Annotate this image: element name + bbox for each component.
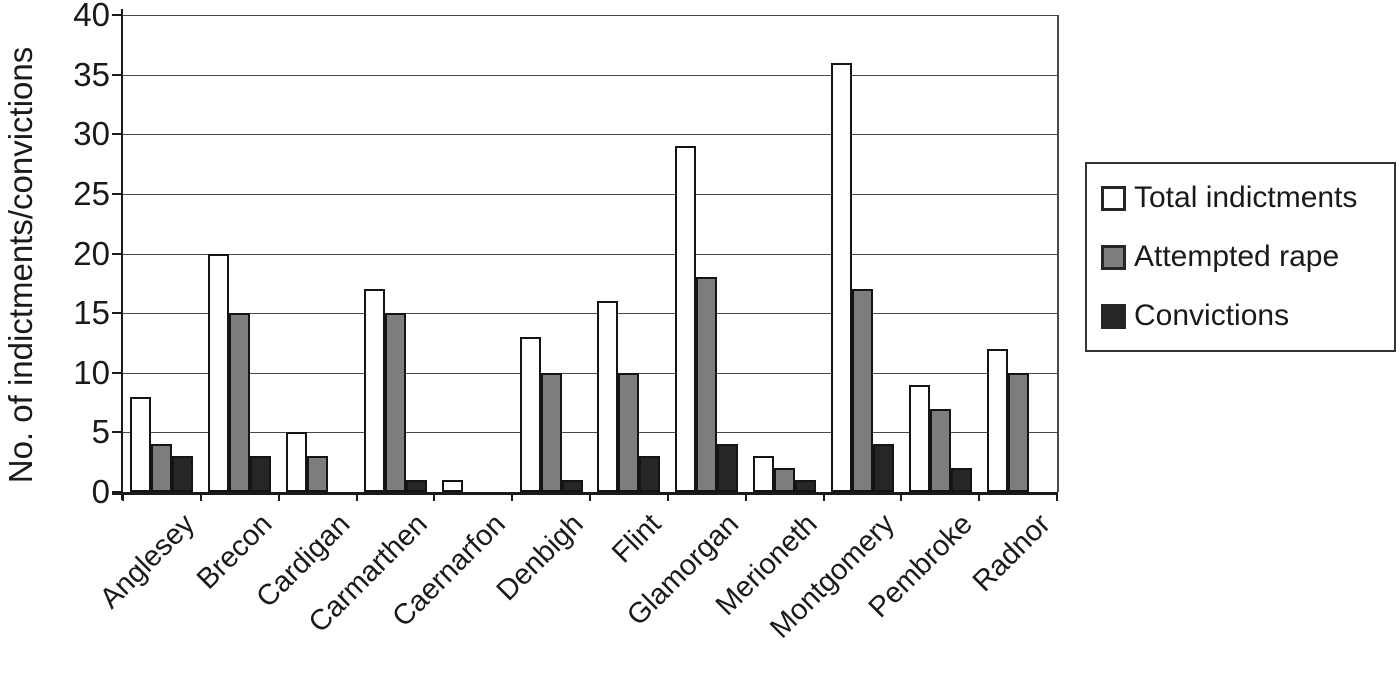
x-axis-line [112, 492, 1057, 495]
x-label-radnor: Radnor [966, 508, 1057, 598]
bar-brecon-attempted-rape [229, 313, 251, 492]
plot-area: 0 5 10 15 20 25 30 35 40 Anglesey Brecon Cardigan Ca… [73, 0, 1059, 645]
x-tick-5 [511, 492, 514, 501]
y-tick-5 [112, 431, 123, 434]
bar-caernarfon-total-indictments [441, 480, 463, 492]
y-tick-40 [112, 14, 123, 16]
y-tick-label-20: 20 [73, 234, 110, 272]
gridline-20 [123, 253, 1057, 255]
bar-pembroke-attempted-rape [929, 408, 951, 492]
bar-radnor-attempted-rape [1007, 372, 1029, 492]
bar-glamorgan-convictions [717, 444, 739, 492]
bar-brecon-convictions [250, 456, 272, 492]
x-tick-1 [199, 492, 202, 501]
y-tick-15 [112, 312, 123, 315]
y-tick-label-35: 35 [73, 55, 110, 93]
plot-right-border [1057, 15, 1059, 492]
legend-swatch-convictions [1101, 303, 1126, 329]
bar-merioneth-total-indictments [753, 456, 775, 492]
x-tick-3 [355, 492, 358, 501]
bar-carmarthen-convictions [405, 480, 427, 492]
gridline-25 [123, 193, 1057, 195]
legend-label: Attempted rape [1134, 240, 1340, 273]
x-label-flint: Flint [606, 508, 668, 570]
bar-denbigh-convictions [561, 480, 583, 492]
bar-pembroke-convictions [950, 468, 972, 492]
x-tick-6 [589, 492, 591, 501]
legend-item-convictions: Convictions [1101, 299, 1382, 333]
bar-flint-convictions [639, 456, 661, 492]
x-tick-11 [978, 492, 981, 501]
y-tick-20 [112, 252, 123, 255]
y-axis-line [120, 9, 123, 500]
bar-carmarthen-total-indictments [363, 289, 385, 492]
y-tick-30 [112, 133, 123, 136]
y-tick-label-15: 15 [73, 294, 110, 332]
bar-merioneth-attempted-rape [774, 468, 796, 492]
x-label-anglesey: Anglesey [93, 508, 201, 615]
x-tick-0 [122, 492, 124, 501]
bar-montgomery-convictions [872, 444, 894, 492]
bar-montgomery-attempted-rape [851, 289, 873, 492]
gridline-15 [123, 313, 1057, 315]
gridline-30 [123, 134, 1057, 136]
bar-flint-attempted-rape [618, 372, 640, 492]
bar-cardigan-total-indictments [286, 432, 308, 492]
x-tick-4 [433, 492, 436, 501]
legend-swatch-total-indictments [1101, 185, 1126, 211]
y-tick-10 [112, 371, 123, 374]
x-label-denbigh: Denbigh [490, 508, 590, 608]
x-tick-7 [666, 492, 669, 501]
gridline-40 [123, 15, 1057, 16]
bar-anglesey-total-indictments [130, 396, 152, 492]
legend-label: Convictions [1134, 299, 1290, 332]
bar-anglesey-attempted-rape [151, 444, 173, 492]
x-tick-2 [277, 492, 280, 501]
y-tick-label-5: 5 [91, 413, 110, 451]
bar-denbigh-total-indictments [519, 336, 541, 492]
y-tick-label-30: 30 [73, 115, 110, 153]
y-tick-0 [112, 491, 123, 493]
y-tick-label-10: 10 [73, 353, 110, 391]
bar-cardigan-attempted-rape [307, 456, 329, 492]
gridline-35 [123, 74, 1057, 76]
y-tick-label-40: 40 [73, 0, 110, 33]
legend-swatch-attempted-rape [1101, 244, 1126, 270]
legend: Total indictments Attempted rape Convict… [1085, 162, 1396, 352]
x-tick-8 [744, 492, 747, 501]
y-tick-35 [112, 73, 123, 76]
bar-denbigh-attempted-rape [540, 372, 562, 492]
y-tick-label-25: 25 [73, 174, 110, 212]
bar-brecon-total-indictments [208, 253, 230, 492]
y-tick-25 [112, 192, 123, 195]
bar-flint-total-indictments [597, 301, 619, 492]
x-tick-12 [1056, 492, 1058, 501]
legend-label: Total indictments [1134, 181, 1358, 214]
bar-pembroke-total-indictments [908, 384, 930, 492]
y-tick-label-0: 0 [91, 473, 110, 510]
bar-anglesey-convictions [172, 456, 194, 492]
legend-item-total-indictments: Total indictments [1101, 181, 1382, 215]
bar-glamorgan-total-indictments [675, 146, 697, 492]
gridline-10 [123, 372, 1057, 374]
bar-glamorgan-attempted-rape [696, 277, 718, 492]
gridline-5 [123, 432, 1057, 434]
bar-radnor-total-indictments [986, 348, 1008, 492]
bar-montgomery-total-indictments [830, 62, 852, 492]
bar-carmarthen-attempted-rape [384, 313, 406, 492]
legend-item-attempted-rape: Attempted rape [1101, 240, 1382, 274]
x-tick-10 [900, 492, 903, 501]
x-tick-9 [822, 492, 825, 501]
bar-merioneth-convictions [795, 480, 817, 492]
